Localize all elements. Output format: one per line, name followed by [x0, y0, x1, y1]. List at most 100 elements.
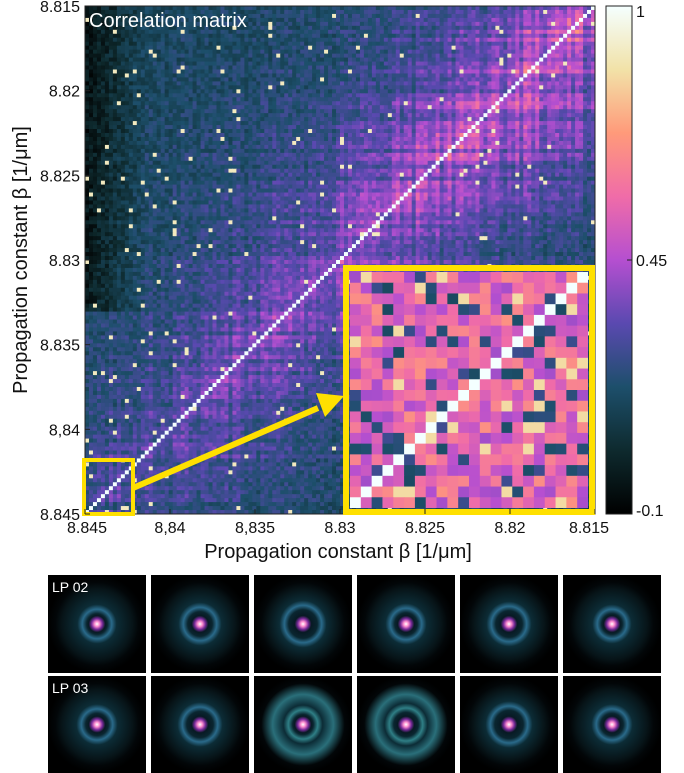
- heatmap-cell: [571, 37, 576, 43]
- heatmap-cell: [491, 109, 496, 114]
- heatmap-cell: [172, 45, 178, 51]
- heatmap-cell: [96, 77, 102, 83]
- heatmap-cell: [176, 25, 182, 31]
- heatmap-cell: [160, 21, 166, 27]
- heatmap-cell: [152, 133, 158, 138]
- heatmap-cell: [216, 73, 222, 79]
- heatmap-cell: [304, 152, 309, 158]
- heatmap-cell: [451, 29, 457, 35]
- heatmap-cell: [300, 133, 305, 138]
- heatmap-cell: [332, 25, 337, 31]
- heatmap-cell: [104, 33, 110, 39]
- heatmap-cell: [451, 57, 457, 63]
- heatmap-cell: [300, 6, 305, 11]
- heatmap-cell: [288, 13, 293, 19]
- heatmap-cell: [359, 13, 365, 19]
- heatmap-cell: [224, 53, 230, 59]
- heatmap-cell: [96, 133, 102, 138]
- heatmap-cell: [403, 53, 409, 59]
- heatmap-cell: [395, 45, 401, 51]
- heatmap-cell: [347, 140, 353, 146]
- heatmap-cell: [160, 109, 166, 114]
- heatmap-cell: [224, 148, 230, 154]
- heatmap-cell: [523, 17, 528, 23]
- heatmap-cell: [523, 105, 528, 110]
- heatmap-cell: [495, 29, 500, 35]
- heatmap-cell: [459, 136, 465, 142]
- heatmap-cell: [387, 144, 393, 150]
- heatmap-cell: [196, 93, 202, 98]
- heatmap-cell: [260, 85, 265, 90]
- heatmap-cell: [148, 136, 154, 142]
- heatmap-cell: [579, 105, 584, 110]
- heatmap-cell: [272, 21, 277, 27]
- heatmap-cell: [479, 13, 485, 19]
- heatmap-cell: [208, 133, 214, 138]
- heatmap-cell: [96, 140, 102, 146]
- heatmap-cell: [367, 41, 373, 47]
- heatmap-cell: [407, 85, 413, 90]
- heatmap-cell: [551, 49, 556, 55]
- heatmap-cell: [340, 29, 345, 35]
- heatmap-cell: [144, 136, 150, 142]
- heatmap-cell: [359, 85, 365, 90]
- heatmap-cell: [220, 109, 226, 114]
- heatmap-cell: [535, 6, 540, 11]
- heatmap-cell: [340, 6, 345, 11]
- heatmap-cell: [324, 61, 329, 67]
- heatmap-cell: [328, 9, 333, 15]
- heatmap-cell: [288, 117, 293, 122]
- heatmap-cell: [351, 53, 357, 59]
- heatmap-cell: [415, 33, 421, 39]
- heatmap-cell: [124, 65, 130, 71]
- heatmap-cell: [124, 144, 130, 150]
- heatmap-cell: [371, 136, 377, 142]
- heatmap-cell: [296, 69, 301, 75]
- heatmap-cell: [168, 45, 174, 51]
- heatmap-cell: [300, 9, 305, 15]
- heatmap-cell: [192, 21, 198, 27]
- heatmap-cell: [308, 101, 313, 106]
- heatmap-cell: [240, 109, 245, 114]
- heatmap-cell: [427, 61, 433, 67]
- heatmap-cell: [96, 81, 102, 86]
- heatmap-cell: [332, 9, 337, 15]
- heatmap-cell: [363, 49, 369, 55]
- heatmap-cell: [431, 69, 437, 75]
- heatmap-cell: [108, 105, 114, 110]
- heatmap-cell: [551, 17, 556, 23]
- heatmap-cell: [92, 136, 98, 142]
- heatmap-cell: [511, 129, 516, 134]
- heatmap-cell: [351, 49, 357, 55]
- heatmap-cell: [479, 89, 485, 94]
- heatmap-cell: [332, 97, 337, 102]
- heatmap-cell: [164, 69, 170, 75]
- heatmap-cell: [391, 121, 397, 126]
- heatmap-cell: [136, 93, 142, 98]
- heatmap-cell: [419, 133, 425, 138]
- heatmap-cell: [383, 81, 389, 86]
- heatmap-cell: [184, 57, 190, 63]
- heatmap-cell: [332, 6, 337, 11]
- heatmap-cell: [411, 81, 417, 86]
- heatmap-cell: [85, 113, 90, 118]
- heatmap-cell: [85, 53, 90, 59]
- heatmap-cell: [252, 113, 257, 118]
- heatmap-cell: [332, 85, 337, 90]
- heatmap-cell: [272, 97, 277, 102]
- heatmap-cell: [411, 152, 417, 158]
- heatmap-cell: [204, 57, 210, 63]
- heatmap-cell: [244, 77, 249, 83]
- heatmap-cell: [515, 140, 520, 146]
- heatmap-cell: [212, 113, 218, 118]
- heatmap-cell: [375, 49, 381, 55]
- heatmap-cell: [527, 13, 532, 19]
- heatmap-cell: [172, 41, 178, 47]
- heatmap-cell: [264, 93, 269, 98]
- heatmap-cell: [128, 6, 134, 11]
- heatmap-cell: [471, 29, 477, 35]
- heatmap-cell: [152, 89, 158, 94]
- heatmap-cell: [232, 81, 237, 86]
- heatmap-cell: [455, 41, 461, 47]
- heatmap-cell: [100, 97, 106, 102]
